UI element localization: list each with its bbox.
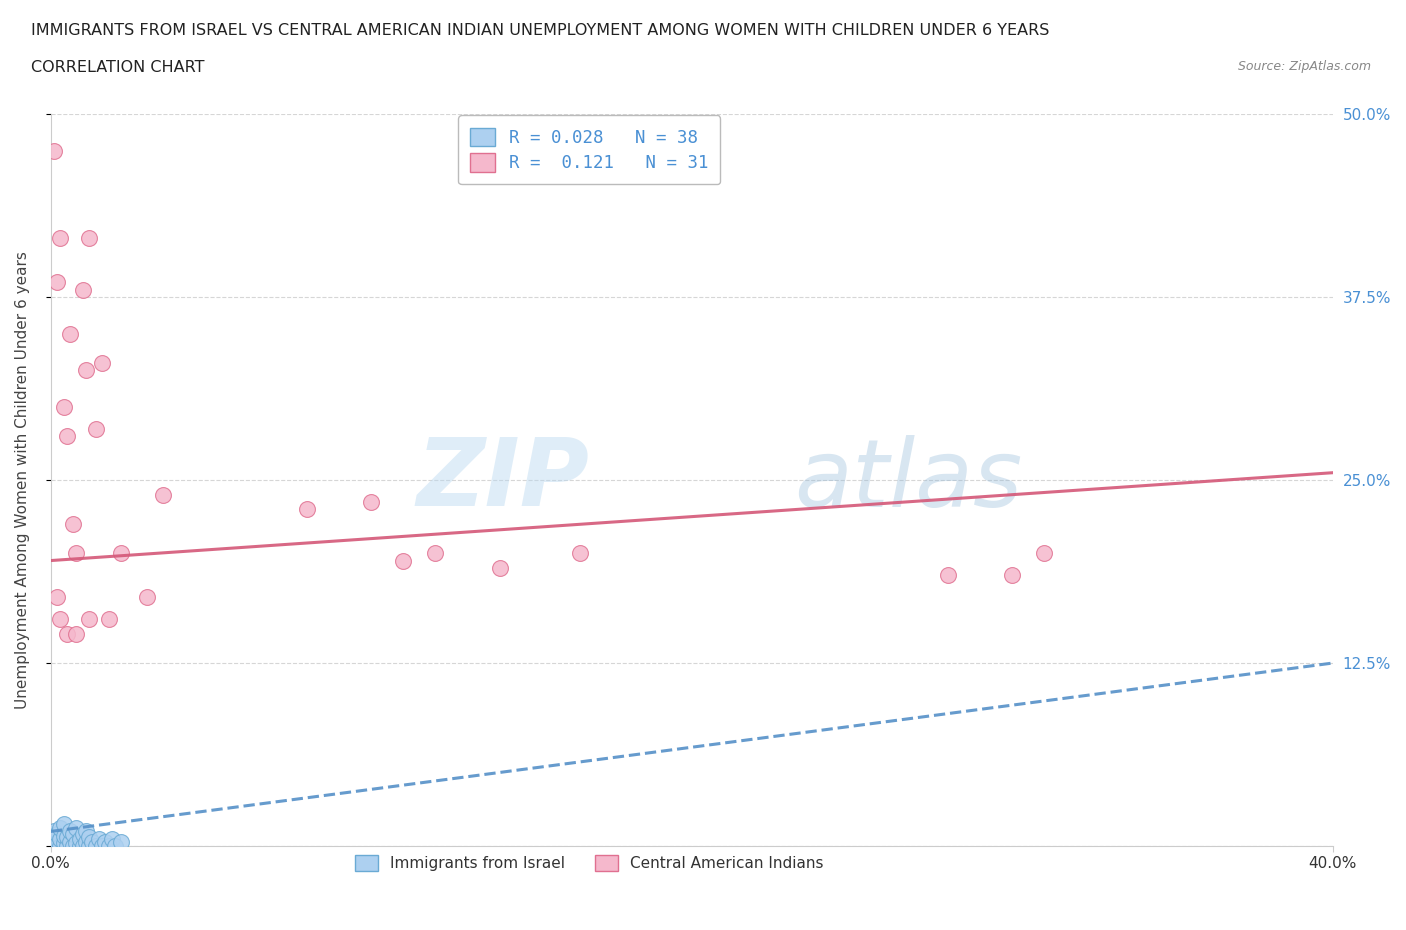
- Point: [87, 831, 110, 846]
- Point: [52, 829, 75, 844]
- Point: [72, 827, 94, 842]
- Point: [91, 355, 114, 370]
- Text: CORRELATION CHART: CORRELATION CHART: [31, 60, 204, 75]
- Point: [42, 839, 65, 854]
- Legend: Immigrants from Israel, Central American Indians: Immigrants from Israel, Central American…: [347, 847, 831, 879]
- Point: [46, 275, 69, 290]
- Point: [100, 831, 122, 846]
- Point: [97, 612, 120, 627]
- Point: [79, 830, 101, 844]
- Point: [79, 231, 101, 246]
- Point: [52, 399, 75, 414]
- Point: [425, 546, 447, 561]
- Point: [59, 326, 82, 341]
- Point: [110, 546, 132, 561]
- Text: IMMIGRANTS FROM ISRAEL VS CENTRAL AMERICAN INDIAN UNEMPLOYMENT AMONG WOMEN WITH : IMMIGRANTS FROM ISRAEL VS CENTRAL AMERIC…: [31, 23, 1049, 38]
- Point: [49, 839, 72, 854]
- Point: [42, 831, 65, 846]
- Point: [91, 839, 114, 854]
- Point: [72, 282, 94, 297]
- Point: [1001, 567, 1024, 582]
- Point: [39, 839, 62, 854]
- Point: [97, 839, 120, 854]
- Point: [49, 821, 72, 836]
- Point: [62, 839, 84, 854]
- Point: [46, 827, 69, 842]
- Point: [59, 824, 82, 839]
- Point: [94, 834, 117, 849]
- Point: [42, 143, 65, 158]
- Point: [104, 839, 127, 854]
- Text: atlas: atlas: [794, 434, 1022, 525]
- Point: [46, 590, 69, 604]
- Point: [84, 839, 107, 854]
- Point: [152, 487, 174, 502]
- Point: [297, 502, 319, 517]
- Point: [49, 831, 72, 846]
- Point: [75, 363, 97, 378]
- Point: [42, 824, 65, 839]
- Text: Source: ZipAtlas.com: Source: ZipAtlas.com: [1237, 60, 1371, 73]
- Point: [392, 553, 415, 568]
- Point: [72, 839, 94, 854]
- Point: [65, 546, 87, 561]
- Point: [84, 421, 107, 436]
- Point: [79, 612, 101, 627]
- Text: ZIP: ZIP: [416, 434, 589, 526]
- Point: [69, 839, 91, 854]
- Point: [49, 612, 72, 627]
- Point: [69, 831, 91, 846]
- Point: [1033, 546, 1056, 561]
- Point: [79, 839, 101, 854]
- Point: [488, 561, 510, 576]
- Point: [65, 626, 87, 641]
- Point: [62, 516, 84, 531]
- Point: [82, 834, 104, 849]
- Point: [75, 824, 97, 839]
- Point: [65, 836, 87, 851]
- Point: [46, 834, 69, 849]
- Point: [936, 567, 959, 582]
- Point: [46, 839, 69, 854]
- Point: [110, 834, 132, 849]
- Point: [59, 834, 82, 849]
- Point: [65, 821, 87, 836]
- Point: [56, 839, 79, 854]
- Point: [136, 590, 159, 604]
- Point: [49, 231, 72, 246]
- Point: [568, 546, 591, 561]
- Point: [360, 495, 382, 510]
- Point: [56, 429, 79, 444]
- Point: [52, 836, 75, 851]
- Point: [62, 827, 84, 842]
- Point: [56, 626, 79, 641]
- Y-axis label: Unemployment Among Women with Children Under 6 years: Unemployment Among Women with Children U…: [15, 251, 30, 709]
- Point: [56, 830, 79, 844]
- Point: [52, 817, 75, 831]
- Point: [75, 834, 97, 849]
